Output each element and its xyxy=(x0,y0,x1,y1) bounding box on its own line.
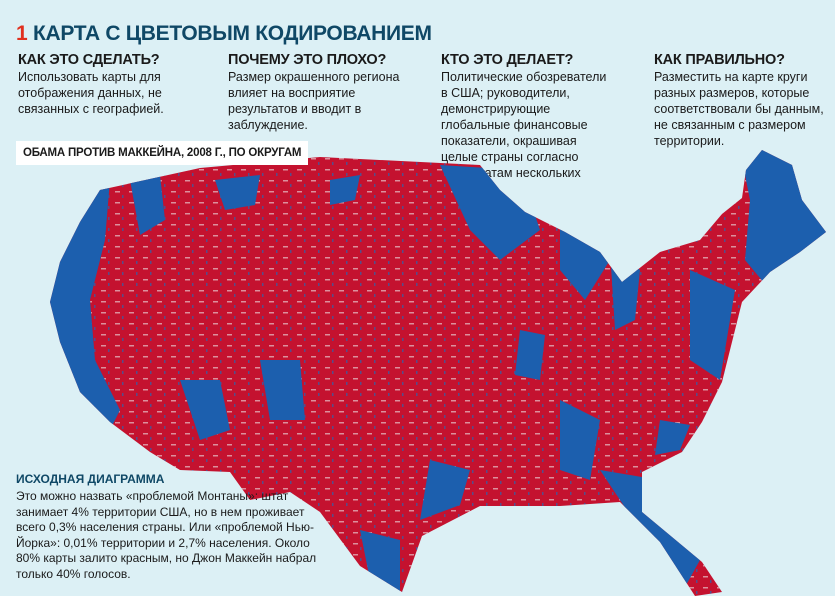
map-label: ОБАМА ПРОТИВ МАККЕЙНА, 2008 Г., ПО ОКРУГ… xyxy=(16,141,309,165)
title-number: 1 xyxy=(16,22,28,45)
column-how: КАК ЭТО СДЕЛАТЬ? Использовать карты для о… xyxy=(18,52,228,117)
note-heading: ИСХОДНАЯ ДИАГРАММА xyxy=(16,472,165,486)
column-heading: ПОЧЕМУ ЭТО ПЛОХО? xyxy=(228,52,387,68)
title-text: КАРТА С ЦВЕТОВЫМ КОДИРОВАНИЕМ xyxy=(32,22,432,45)
column-heading: КАК ПРАВИЛЬНО? xyxy=(654,52,785,68)
column-why-bad: ПОЧЕМУ ЭТО ПЛОХО? Размер окрашенного реги… xyxy=(228,52,438,133)
note-body: Это можно назвать «проблемой Монтаны»: ш… xyxy=(16,489,317,581)
column-body: Разместить на карте круги разных размеро… xyxy=(654,70,824,148)
column-body: Размер окрашенного региона влияет на вос… xyxy=(228,70,400,132)
column-body: Использовать карты для отображения данны… xyxy=(18,70,164,116)
page-title: 1 КАРТА С ЦВЕТОВЫМ КОДИРОВАНИЕМ xyxy=(16,22,432,46)
column-right-way: КАК ПРАВИЛЬНО? Разместить на карте круги … xyxy=(654,52,835,149)
source-diagram-note: ИСХОДНАЯ ДИАГРАММА Это можно назвать «пр… xyxy=(16,472,336,582)
column-heading: КТО ЭТО ДЕЛАЕТ? xyxy=(441,52,574,68)
column-heading: КАК ЭТО СДЕЛАТЬ? xyxy=(18,52,160,68)
